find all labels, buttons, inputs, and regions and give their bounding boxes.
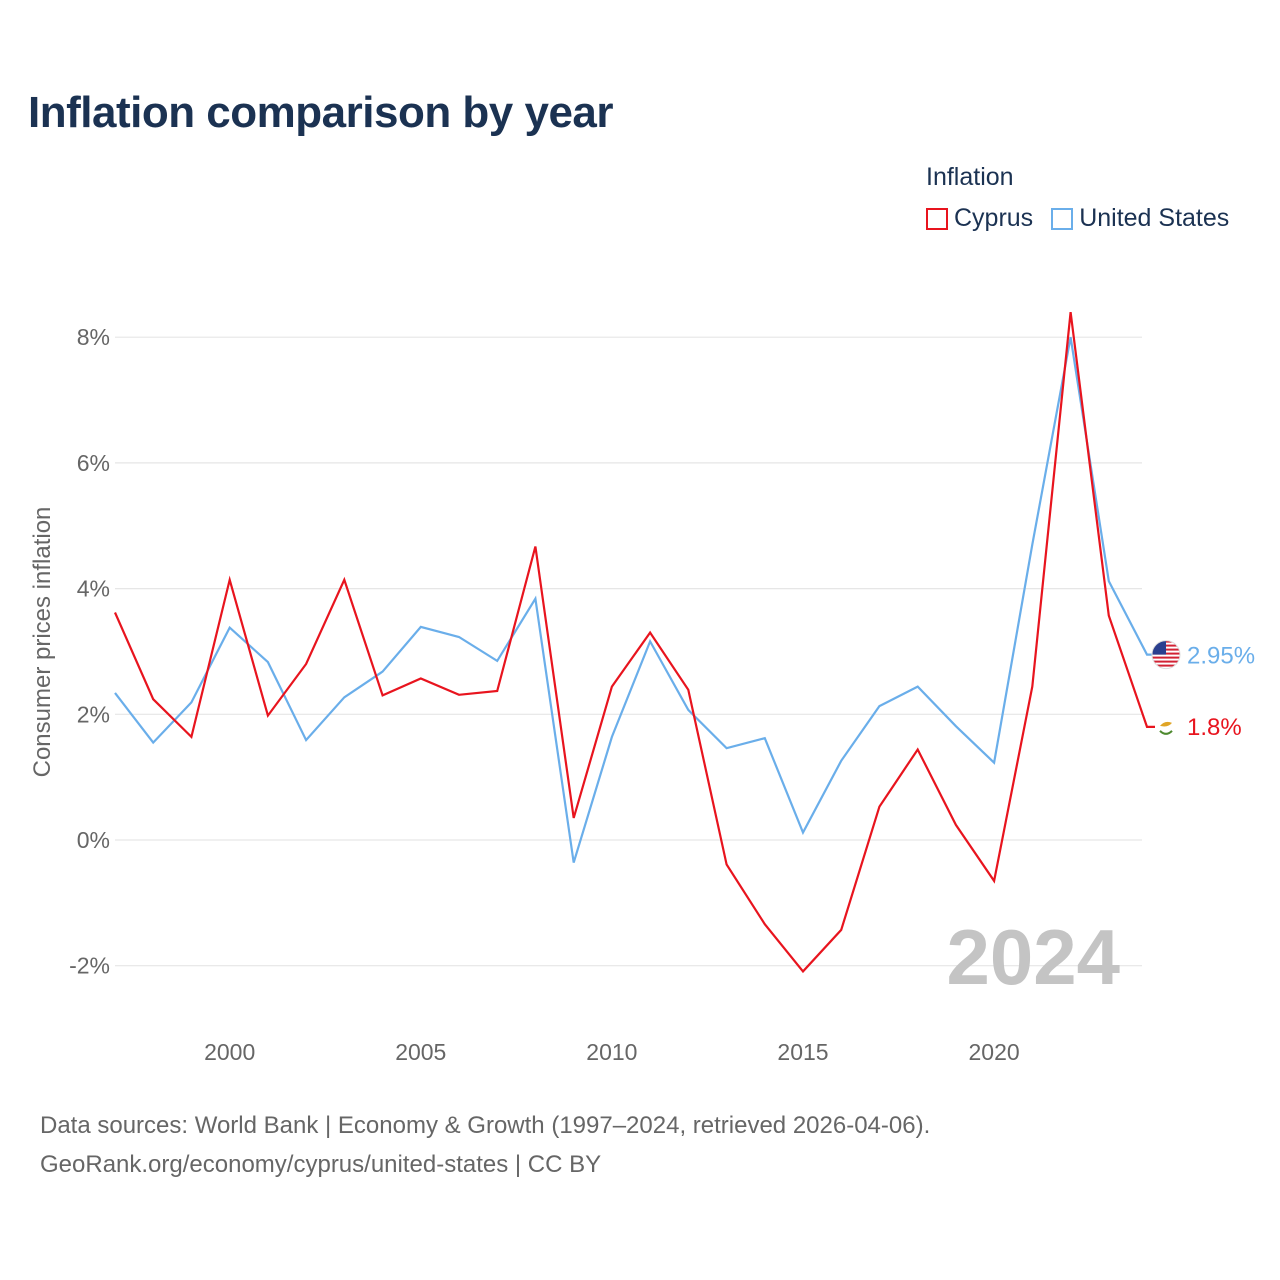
chart-title: Inflation comparison by year <box>28 88 614 137</box>
x-tick-label: 2020 <box>969 1039 1020 1065</box>
source-line-1: Data sources: World Bank | Economy & Gro… <box>40 1112 931 1139</box>
legend-item-cyprus[interactable]: Cyprus <box>926 204 1033 233</box>
flag-stripe <box>1152 664 1180 667</box>
legend: Cyprus United States <box>926 204 1229 233</box>
source-line-2: GeoRank.org/economy/cyprus/united-states… <box>40 1151 602 1178</box>
legend-label-united-states: United States <box>1079 204 1230 232</box>
x-axis-ticks: 2000 2005 2010 2015 2020 <box>204 1039 1020 1065</box>
flag-border <box>1151 640 1181 670</box>
y-axis-ticks: -2% 0% 2% 4% 6% 8% <box>69 324 110 979</box>
series-line-united-states <box>114 337 1155 863</box>
us-flag-body <box>1152 640 1180 669</box>
y-tick-label: -2% <box>69 953 110 979</box>
y-tick-label: 0% <box>77 827 110 853</box>
y-tick-label: 2% <box>77 701 110 727</box>
cyprus-flag-icon <box>1156 716 1176 737</box>
legend-item-united-states[interactable]: United States <box>1051 204 1229 233</box>
x-tick-label: 2000 <box>204 1039 255 1065</box>
flag-olive-branches <box>1159 730 1173 735</box>
series-lines <box>113 311 1155 974</box>
end-label-united-states: 2.95% <box>1187 643 1255 670</box>
series-line-cyprus <box>113 311 1155 974</box>
grid-lines <box>115 336 1142 967</box>
y-tick-label: 6% <box>77 450 110 476</box>
x-tick-label: 2015 <box>777 1039 828 1065</box>
source-note: Data sources: World Bank | Economy & Gro… <box>40 1106 930 1184</box>
legend-title: Inflation <box>926 163 1014 191</box>
y-axis-label: Consumer prices inflation <box>29 507 56 778</box>
us-flag-icon <box>1151 640 1181 670</box>
x-tick-label: 2005 <box>395 1039 446 1065</box>
legend-swatch-united-states <box>1051 207 1074 230</box>
flag-stripe <box>1152 660 1180 663</box>
flag-island <box>1160 721 1172 727</box>
legend-label-cyprus: Cyprus <box>954 204 1034 232</box>
end-label-cyprus: 1.8% <box>1187 714 1242 741</box>
y-tick-label: 8% <box>77 324 110 350</box>
year-watermark: 2024 <box>946 913 1120 1001</box>
flag-stripe <box>1152 656 1180 659</box>
x-tick-label: 2010 <box>586 1039 637 1065</box>
y-tick-label: 4% <box>77 576 110 602</box>
legend-swatch-cyprus <box>926 207 948 230</box>
series-end-labels: 2.95% 1.8% <box>1151 640 1255 741</box>
